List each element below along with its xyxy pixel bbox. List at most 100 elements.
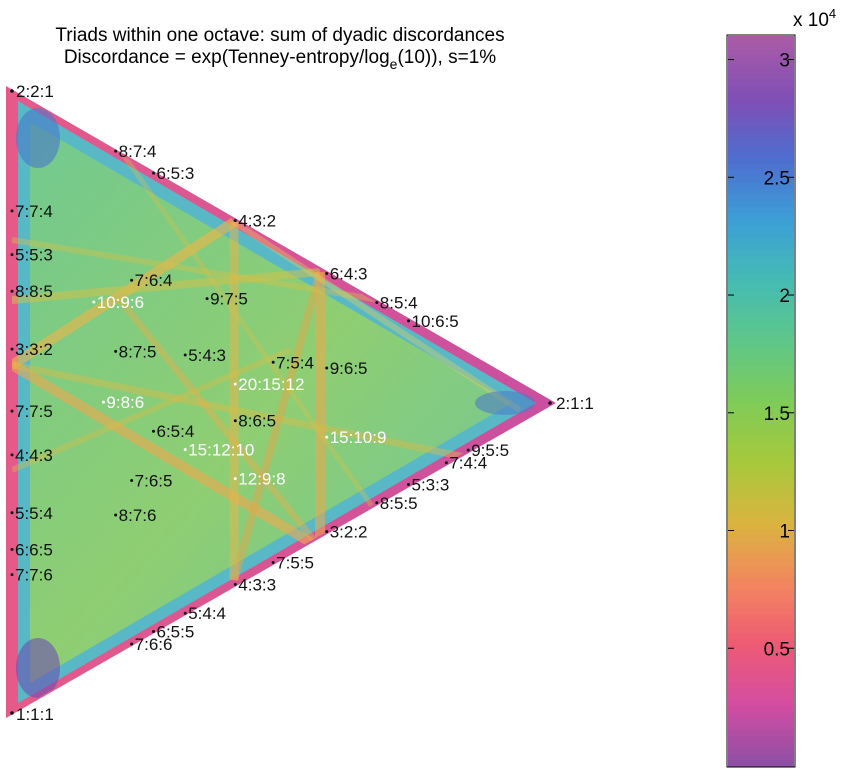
colorbar-band <box>728 723 794 731</box>
triad-label: 8:5:4 <box>380 294 418 313</box>
colorbar-band <box>728 188 794 195</box>
colorbar-band <box>728 42 794 49</box>
colorbar-band <box>728 486 794 493</box>
vertex-dot-bottom <box>10 711 14 715</box>
triad-dot <box>325 272 329 276</box>
triad-dot <box>114 349 118 353</box>
triad-dot <box>10 409 14 413</box>
colorbar-band <box>728 461 794 469</box>
chart-title-line2-prefix: Discordance = exp(Tenney-entropy/log <box>64 47 390 68</box>
colorbar-band <box>728 516 794 524</box>
triad-label: 5:3:3 <box>411 476 449 495</box>
colorbar-band <box>728 206 794 214</box>
vertex-label-right: 2:1:1 <box>556 394 594 413</box>
colorbar-band <box>728 279 794 287</box>
triad-label: 7:7:4 <box>15 202 53 221</box>
colorbar-band <box>728 443 794 451</box>
triad-point: 5:3:3 <box>406 476 449 495</box>
triad-label: 20:15:12 <box>238 375 304 394</box>
colorbar-band <box>728 741 794 749</box>
triad-label: 6:5:4 <box>157 422 195 441</box>
colorbar-ticks: 0.5 1 1.5 2 2.5 3 <box>728 51 794 660</box>
triad-dot <box>10 253 14 257</box>
colorbar-band <box>728 346 794 353</box>
ridge-line <box>12 268 321 304</box>
colorbar-tick-label: 1 <box>779 522 790 543</box>
triad-point: 6:5:3 <box>152 164 194 183</box>
colorbar-band <box>728 273 794 280</box>
triad-label: 5:4:3 <box>188 346 226 365</box>
triad-dot <box>92 300 96 304</box>
triad-dot <box>406 319 410 323</box>
colorbar-band <box>728 650 794 658</box>
colorbar-multiplier-base: x 10 <box>793 10 829 31</box>
colorbar-band <box>728 352 794 360</box>
colorbar-band <box>728 626 794 633</box>
vertex-dot-right <box>548 401 552 405</box>
colorbar-multiplier: x 104 <box>793 6 836 31</box>
colorbar-frame <box>726 34 796 768</box>
ridge-line <box>117 297 323 551</box>
triad-point: 8:7:5 <box>114 342 156 361</box>
triad-label: 7:7:6 <box>15 566 53 585</box>
colorbar-band <box>728 620 794 627</box>
colorbar-band <box>728 157 794 165</box>
triad-label: 7:4:4 <box>449 454 487 473</box>
triad-dot <box>10 573 14 577</box>
colorbar-band <box>728 200 794 207</box>
colorbar-band <box>728 480 794 487</box>
triad-dot <box>233 582 237 586</box>
triad-point: 3:2:2 <box>325 523 368 542</box>
colorbar-band <box>728 315 794 323</box>
colorbar-band <box>728 729 794 737</box>
colorbar-band <box>728 139 794 147</box>
colorbar-band <box>728 84 794 92</box>
colorbar-bands <box>728 36 794 767</box>
triad-label: 10:9:6 <box>97 293 144 312</box>
triad-label: 8:7:4 <box>119 142 157 161</box>
colorbar-band <box>728 182 794 189</box>
colorbar-band <box>728 705 794 712</box>
triad-dot <box>130 278 134 282</box>
triad-dot <box>10 209 14 213</box>
colorbar-band <box>728 242 794 250</box>
colorbar-band <box>728 498 794 506</box>
colorbar-band <box>728 632 794 639</box>
triad-point: 7:5:5 <box>271 554 314 573</box>
colorbar-band <box>728 504 794 512</box>
triad-dot <box>183 448 187 452</box>
colorbar-band <box>728 285 794 293</box>
colorbar-band <box>728 425 794 433</box>
colorbar-band <box>728 169 794 177</box>
triad-dot <box>233 477 237 481</box>
triad-dot <box>183 611 187 615</box>
triad-label: 7:5:4 <box>276 353 314 372</box>
colorbar-band <box>728 364 794 372</box>
triad-label: 6:5:3 <box>157 164 195 183</box>
triad-label: 9:6:5 <box>330 359 368 378</box>
triad-point: 4:4:3 <box>10 446 53 465</box>
colorbar-band <box>728 759 794 767</box>
colorbar-band <box>728 96 794 104</box>
triad-label: 9:7:5 <box>210 290 248 309</box>
triad-label: 7:6:4 <box>135 271 173 290</box>
triad-label: 6:6:5 <box>15 540 53 559</box>
triad-dot <box>10 289 14 293</box>
triad-point: 10:9:6 <box>92 293 144 312</box>
colorbar-band <box>728 328 794 335</box>
colorbar-band <box>728 267 794 274</box>
triad-point: 6:4:3 <box>325 265 368 284</box>
colorbar-band <box>728 540 794 548</box>
colorbar-band <box>728 680 794 688</box>
triad-point: 7:5:4 <box>271 353 314 372</box>
triad-label: 8:7:6 <box>119 506 157 525</box>
triangle-inner-green <box>30 122 512 683</box>
colorbar-band <box>728 534 794 542</box>
triad-point: 7:7:4 <box>10 202 53 221</box>
colorbar-band <box>728 334 794 341</box>
colorbar-band <box>728 72 794 80</box>
triad-label: 4:3:3 <box>238 575 276 594</box>
colorbar-band <box>728 394 794 402</box>
colorbar-band <box>728 102 794 110</box>
triad-dot <box>10 547 14 551</box>
